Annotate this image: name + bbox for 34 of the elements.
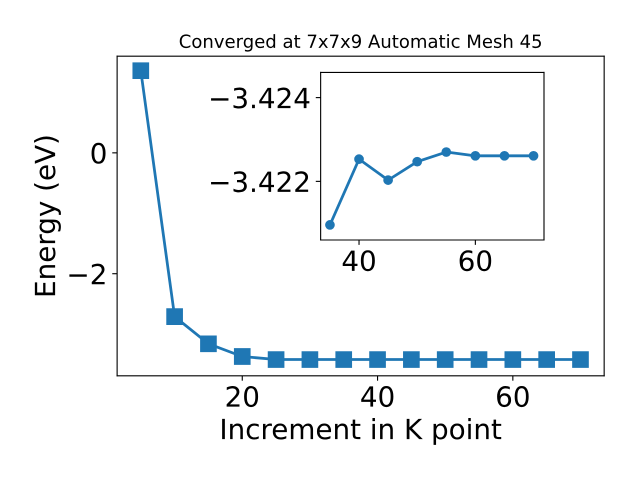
chart-title: Converged at 7x7x9 Automatic Mesh 45: [180, 34, 541, 52]
point: [470, 150, 480, 161]
x-tick-label: 60: [460, 250, 492, 272]
x-tick-label: 60: [497, 386, 529, 408]
point: [234, 348, 251, 365]
point: [470, 351, 488, 368]
point: [369, 351, 386, 368]
point: [436, 351, 454, 368]
point: [132, 62, 150, 79]
point: [403, 351, 420, 368]
point: [504, 351, 522, 368]
y-tick-label: −2: [69, 264, 105, 284]
point: [354, 154, 364, 164]
y-tick-label: 0: [92, 142, 106, 164]
point: [268, 351, 284, 368]
point: [335, 351, 352, 368]
point: [302, 351, 318, 368]
point: [325, 220, 335, 230]
point: [383, 175, 393, 185]
x-tick-label: 40: [361, 386, 394, 408]
y-axis-title: Energy (eV): [34, 136, 61, 296]
point: [166, 308, 183, 325]
point: [572, 351, 589, 368]
point: [528, 150, 538, 161]
point: [200, 335, 217, 352]
point: [500, 150, 510, 161]
point: [441, 147, 452, 157]
point: [538, 351, 555, 368]
y-tick-label: −3.424: [211, 88, 310, 109]
x-tick-label: 40: [342, 250, 375, 272]
point: [412, 156, 422, 167]
y-tick-label: −3.422: [211, 171, 308, 192]
x-axis-title: Increment in K point: [222, 418, 502, 445]
x-tick-label: 20: [226, 386, 258, 408]
